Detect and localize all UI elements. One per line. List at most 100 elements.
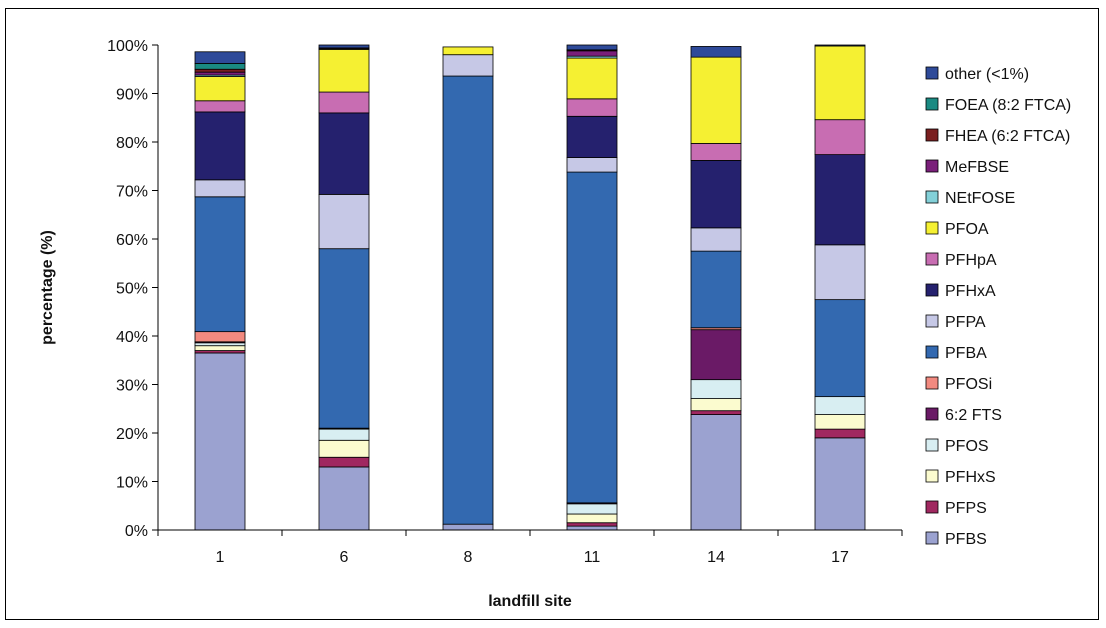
x-tick-label: 1 [216,549,225,566]
bar-segment: PFBA — 1 [194,196,246,333]
bar-segment: FOEA (8:2 FTCA) — 1 [194,63,246,70]
y-tick-label: 50% [116,281,148,298]
x-ticks: 1 6 8 11 14 17 [157,530,903,566]
legend-label: FOEA (8:2 FTCA) [945,97,1071,114]
x-tick-label: 14 [707,549,725,566]
bar-segment: PFHxS — 14 [690,398,742,412]
y-tick-label: 10% [116,475,148,492]
bar-segment: PFBA — 6 [318,248,370,429]
x-tick-label: 6 [340,549,349,566]
axes-layer [157,45,902,531]
legend-swatch [925,438,939,452]
bar-segment: PFHpA — 6 [318,91,370,114]
bar-segment: PFPA — 1 [194,179,246,198]
bar-segment: PFPA — 17 [814,244,866,301]
legend-label: PFBS [945,531,987,548]
x-tick-label: 17 [831,549,849,566]
bar-segment: PFBA — 14 [690,250,742,329]
bar-segment: PFOA — 14 [690,56,742,144]
legend-swatch [925,283,939,297]
legend-swatch [925,252,939,266]
bar-segment: PFHxA — 11 [566,115,618,158]
y-tick-label: 30% [116,378,148,395]
legend-label: PFHpA [945,252,997,269]
bar-segment: PFHxA — 1 [194,111,246,181]
x-tick-label: 11 [584,549,601,566]
bar-segment: PFPS — 11 [566,522,618,527]
bar-segment: PFHxS — 1 [194,345,246,351]
bar-segment: PFBA — 11 [566,171,618,504]
legend-label: other (<1%) [945,66,1029,83]
legend-label: PFHxS [945,469,996,486]
bar-segment: PFBS — 14 [690,414,742,531]
bar-segment: PFHpA — 17 [814,119,866,156]
bar-segment: PFBS — 17 [814,437,866,531]
legend-label: FHEA (6:2 FTCA) [945,128,1070,145]
legend-swatch [925,190,939,204]
bar-segment: PFHxA — 14 [690,160,742,229]
bar-segment: PFOS — 6 [318,428,370,441]
legend-swatch [925,159,939,173]
legend-swatch [925,66,939,80]
bar-segment: PFBS — 11 [566,525,618,531]
bar-segment: PFHpA — 14 [690,143,742,161]
bar-segment: other (<1%) — 17 [814,44,866,47]
bar-segment: PFBA — 8 [442,75,494,525]
legend-label: PFPA [945,314,986,331]
bar-segment: PFOA — 1 [194,76,246,102]
bar-segment: PFPA — 8 [442,54,494,77]
bar-segment: PFHpA — 11 [566,98,618,117]
bar-segment: PFBS — 8 [442,523,494,531]
bars-layer: PFBS — 1PFPS — 1PFHxS — 1PFOS — 16:2 FTS… [194,44,866,531]
legend: other (<1%) FOEA (8:2 FTCA) FHEA (6:2 FTCA… [925,66,1071,548]
legend-swatch [925,376,939,390]
bar-segment: PFOA — 11 [566,57,618,100]
legend-label: MeFBSE [945,159,1009,176]
y-tick-label: 80% [116,135,148,152]
bar-segment: PFBA — 17 [814,299,866,398]
bar-segment: PFHxS — 11 [566,513,618,524]
bar-segment: PFOSi — 1 [194,331,246,343]
legend-swatch [925,221,939,235]
bar-segment: PFPS — 6 [318,456,370,468]
legend-label: PFOSi [945,376,992,393]
legend-label: 6:2 FTS [945,407,1002,424]
bar-segment: PFOA — 6 [318,48,370,93]
bar-segment: PFHxA — 6 [318,112,370,195]
bar-segment: PFOS — 14 [690,379,742,399]
legend-label: PFPS [945,500,987,517]
y-ticks: 0% 10% 20% 30% 40% 50% 60% 70% 80% 90% 100% [107,38,158,540]
chart-frame [5,8,1099,620]
legend-swatch [925,314,939,328]
bar-segment: PFOS — 17 [814,396,866,415]
legend-swatch [925,407,939,421]
y-axis-title: percentage (%) [39,230,56,345]
legend-swatch [925,531,939,545]
bar-segment: PFOS — 11 [566,503,618,515]
bar-segment: 6:2 FTS — 14 [690,329,742,381]
bar-segment: PFOA — 17 [814,45,866,121]
legend-swatch [925,97,939,111]
legend-swatch [925,469,939,483]
legend-swatch [925,345,939,359]
legend-label: PFHxA [945,283,996,300]
y-tick-label: 100% [107,38,148,55]
bar-segment: PFBS — 6 [318,466,370,531]
bar-segment: PFPA — 6 [318,193,370,250]
legend-label: PFOS [945,438,989,455]
y-tick-label: 70% [116,184,148,201]
x-axis-title: landfill site [488,593,572,610]
legend-label: PFBA [945,345,987,362]
bar-segment: MeFBSE — 1 [194,71,246,76]
y-tick-label: 60% [116,232,148,249]
bar-segment: PFPA — 11 [566,157,618,173]
bar-segment: other (<1%) — 11 [566,44,618,51]
legend-swatch [925,500,939,514]
bar-segment: PFHxS — 6 [318,439,370,458]
bar-segment: PFHxA — 17 [814,154,866,246]
legend-label: NEtFOSE [945,190,1015,207]
y-tick-label: 40% [116,329,148,346]
bar-segment: PFOS — 1 [194,342,246,347]
y-tick-label: 0% [125,523,148,540]
